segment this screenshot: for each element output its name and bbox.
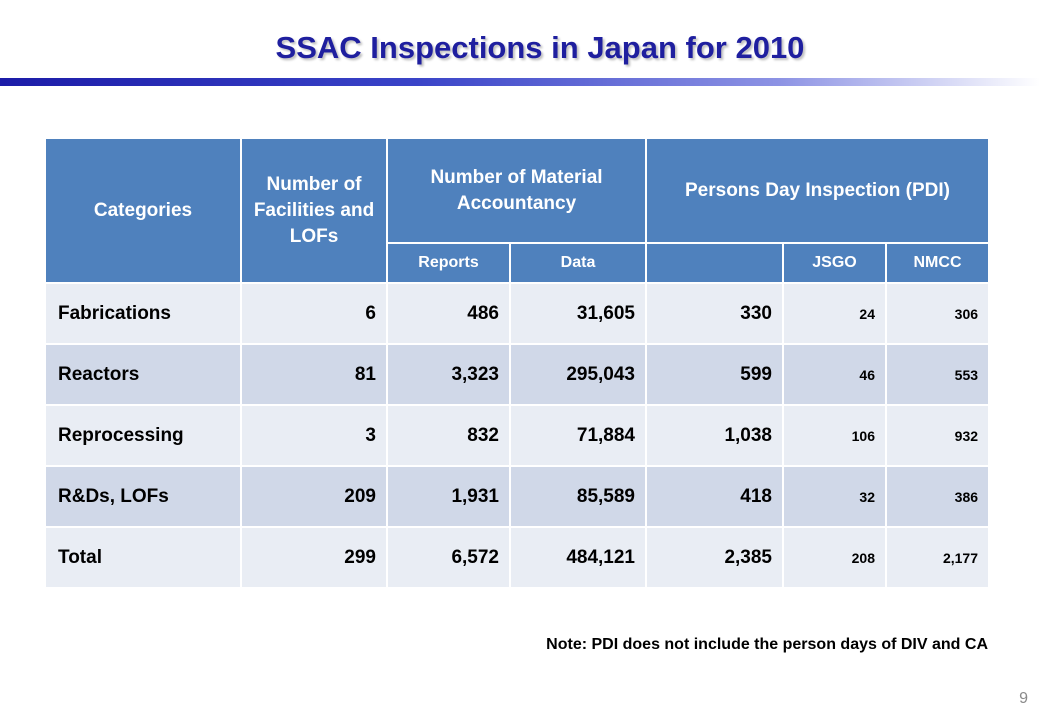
- cell-reports: 1,931: [386, 465, 511, 528]
- cell-nmcc: 306: [884, 282, 991, 345]
- table-row-total: Total 299 6,572 484,121 2,385 208 2,177: [44, 526, 991, 589]
- footnote: Note: PDI does not include the person da…: [546, 636, 988, 653]
- header-pdi: Persons Day Inspection (PDI): [644, 137, 991, 244]
- cell-data: 484,121: [509, 526, 647, 589]
- cell-data: 85,589: [509, 465, 647, 528]
- cell-jsgo: 208: [782, 526, 887, 589]
- cell-pdi: 418: [645, 465, 784, 528]
- table-row: Reprocessing 3 832 71,884 1,038 106 932: [44, 404, 991, 467]
- cell-jsgo: 32: [782, 465, 887, 528]
- cell-pdi: 2,385: [645, 526, 784, 589]
- title-underline: [0, 78, 1040, 86]
- header-data: Data: [509, 242, 647, 284]
- cell-jsgo: 106: [782, 404, 887, 467]
- cell-category: Fabrications: [44, 282, 242, 345]
- cell-nmcc: 553: [884, 343, 991, 406]
- cell-category: R&Ds, LOFs: [44, 465, 242, 528]
- header-reports: Reports: [386, 242, 511, 284]
- cell-jsgo: 46: [782, 343, 887, 406]
- cell-reports: 6,572: [386, 526, 511, 589]
- cell-nmcc: 2,177: [884, 526, 991, 589]
- cell-data: 71,884: [509, 404, 647, 467]
- cell-nmcc: 386: [884, 465, 991, 528]
- table-row: R&Ds, LOFs 209 1,931 85,589 418 32 386: [44, 465, 991, 528]
- header-jsgo: JSGO: [782, 242, 887, 284]
- cell-facilities: 299: [240, 526, 388, 589]
- table-row: Fabrications 6 486 31,605 330 24 306: [44, 282, 991, 345]
- cell-category: Reprocessing: [44, 404, 242, 467]
- cell-nmcc: 932: [884, 404, 991, 467]
- cell-reports: 832: [386, 404, 511, 467]
- cell-facilities: 209: [240, 465, 388, 528]
- table-row: Reactors 81 3,323 295,043 599 46 553: [44, 343, 991, 406]
- cell-jsgo: 24: [782, 282, 887, 345]
- page-number: 9: [1019, 690, 1028, 707]
- cell-data: 31,605: [509, 282, 647, 345]
- cell-pdi: 1,038: [645, 404, 784, 467]
- slide-title: SSAC Inspections in Japan for 2010: [275, 30, 805, 65]
- cell-pdi: 330: [645, 282, 784, 345]
- cell-reports: 486: [386, 282, 511, 345]
- header-material-accountancy: Number of Material Accountancy: [386, 137, 647, 244]
- cell-category: Reactors: [44, 343, 242, 406]
- cell-reports: 3,323: [386, 343, 511, 406]
- header-pdi-total: [645, 242, 784, 284]
- cell-facilities: 3: [240, 404, 388, 467]
- inspection-table: Categories Number of Facilities and LOFs…: [44, 137, 991, 589]
- cell-facilities: 81: [240, 343, 388, 406]
- header-nmcc: NMCC: [884, 242, 991, 284]
- header-facilities: Number of Facilities and LOFs: [240, 137, 388, 284]
- cell-data: 295,043: [509, 343, 647, 406]
- cell-facilities: 6: [240, 282, 388, 345]
- header-categories: Categories: [44, 137, 242, 284]
- cell-pdi: 599: [645, 343, 784, 406]
- cell-category: Total: [44, 526, 242, 589]
